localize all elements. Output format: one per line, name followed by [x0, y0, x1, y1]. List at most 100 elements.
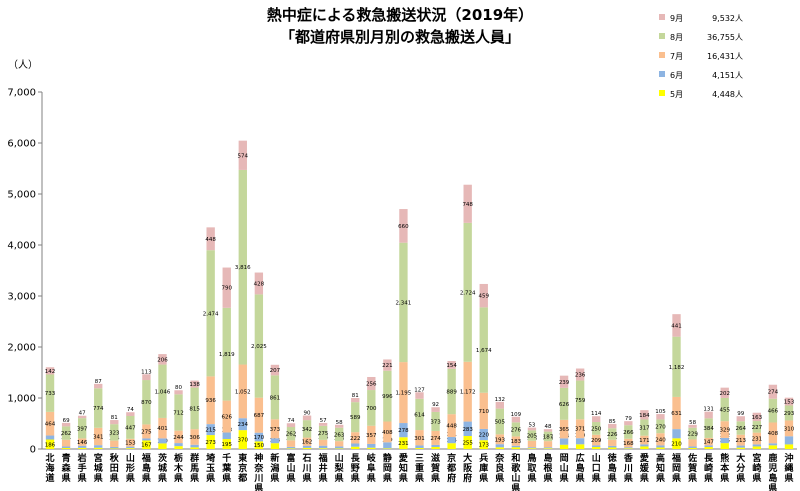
data-label: 700: [366, 406, 377, 412]
category-label: 高知県: [655, 452, 665, 484]
category-label: 和歌山県: [510, 452, 521, 491]
data-label: 631: [671, 411, 682, 417]
data-label: 239: [559, 380, 570, 386]
category-label: 宮崎県: [752, 452, 761, 484]
bar-segment: [463, 435, 472, 449]
bar-segment: [511, 416, 521, 423]
data-label: 996: [382, 394, 393, 400]
category-label: 奈良県: [494, 452, 505, 484]
bar-segment: [254, 294, 264, 398]
bar-segment: [511, 436, 521, 446]
data-label: 3,816: [235, 265, 251, 271]
bar-segment: [527, 440, 537, 448]
category-label: 福島県: [141, 452, 151, 484]
bar-segment: [672, 396, 681, 430]
bar-segment: [222, 307, 231, 401]
bar-segment: [77, 445, 87, 448]
bar-segment: [415, 392, 424, 399]
y-tick-label: 5,000: [7, 190, 36, 201]
bar-segment: [479, 307, 488, 393]
data-label: 236: [575, 373, 586, 379]
data-label: 373: [430, 419, 441, 425]
bar-segment: [335, 427, 344, 442]
bar-segment: [335, 446, 344, 449]
data-label: 274: [430, 436, 441, 442]
bar-segment: [752, 446, 762, 449]
data-label: 131: [703, 407, 714, 413]
bar-segment: [527, 430, 537, 441]
bar-segment: [495, 434, 504, 445]
bar-segment: [463, 222, 472, 362]
data-label: 113: [141, 369, 152, 375]
category-label: 神奈川県: [253, 452, 264, 491]
bar-segment: [640, 410, 649, 420]
data-label: 310: [784, 426, 795, 432]
bar-segment: [190, 387, 199, 430]
data-label: 202: [719, 391, 730, 397]
data-label: 448: [446, 424, 457, 430]
category-label: 福岡県: [671, 452, 681, 484]
data-label: 306: [189, 435, 200, 441]
bar-segment: [768, 445, 778, 449]
bar-segment: [94, 447, 103, 449]
data-label: 221: [382, 363, 393, 369]
bar-segment: [45, 435, 55, 440]
category-label: 茨城県: [158, 452, 167, 484]
bar-segment: [367, 425, 376, 444]
data-label: 150: [254, 443, 265, 449]
bar-segment: [575, 444, 585, 449]
bar-segment: [142, 374, 151, 381]
chart-title: 熱中症による救急搬送状況（2019年）: [267, 6, 533, 24]
data-label: 466: [768, 409, 779, 415]
bar-segment: [367, 390, 376, 426]
bar-segment: [126, 416, 135, 439]
legend-series-name: 5月: [670, 90, 683, 99]
bar-segment: [608, 439, 617, 446]
bar-segment: [158, 417, 167, 439]
bar-segment: [286, 423, 296, 428]
bar-segment: [688, 446, 697, 448]
data-label: 220: [479, 433, 490, 439]
bar-segment: [720, 437, 729, 444]
data-label: 455: [719, 408, 730, 414]
bar-segment: [45, 367, 55, 375]
bar-segment: [335, 441, 344, 447]
bar-segment: [126, 412, 135, 417]
category-label: 徳島県: [607, 452, 617, 484]
bar-segment: [77, 418, 87, 439]
bar-segment: [495, 408, 504, 435]
bar-segment: [110, 446, 119, 449]
bar-segment: [575, 438, 585, 445]
bar-segment: [61, 446, 71, 448]
bar-segment: [559, 438, 569, 445]
y-tick-label: 1,000: [7, 394, 36, 405]
bar-segment: [511, 422, 521, 437]
data-label: 384: [703, 426, 714, 432]
bar-segment: [720, 387, 729, 398]
data-label: 109: [511, 412, 522, 418]
bar-segment: [463, 361, 472, 422]
data-label: 660: [398, 224, 409, 230]
data-label: 147: [703, 440, 714, 446]
data-label: 459: [479, 294, 490, 300]
bar-segment: [254, 432, 264, 442]
bar-segment: [640, 419, 649, 436]
data-label: 229: [687, 432, 698, 438]
data-label: 153: [125, 441, 136, 447]
data-label: 733: [45, 391, 56, 397]
bar-segment: [270, 443, 280, 449]
bar-segment: [142, 424, 151, 439]
bar-segment: [174, 446, 183, 449]
bar-segment: [479, 428, 488, 441]
data-label: 301: [414, 436, 425, 442]
legend-series-name: 8月: [670, 33, 683, 42]
data-label: 184: [639, 413, 650, 419]
bar-segment: [94, 445, 103, 448]
legend: 9月 9,532人 8月 36,755人 7月 16,431人 6月 4,151人 5月 4,44…: [659, 14, 743, 99]
data-label: 278: [398, 428, 409, 434]
bar-segment: [222, 432, 231, 440]
bar-segment: [383, 442, 392, 449]
bar-segment: [688, 424, 697, 428]
bar-segment: [238, 418, 247, 431]
